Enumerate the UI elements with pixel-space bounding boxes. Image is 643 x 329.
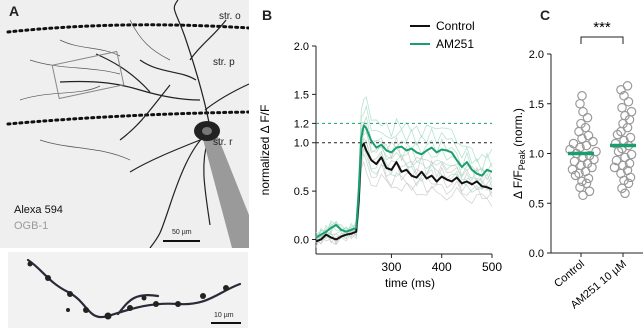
chart-c-points (565, 81, 637, 201)
chart-c-point (617, 102, 627, 113)
panel-letter-b: B (262, 7, 273, 23)
chart-c-point (575, 98, 585, 109)
chart-b-trial-trace (315, 152, 493, 242)
chart-b-transients: 0.0 0.5 1.0 1.2 1.5 2.0 300 400 500 normalized … (258, 19, 502, 290)
chart-c-point (577, 90, 587, 101)
chart-c-point (623, 96, 634, 107)
chart-b-y-ticks: 0.0 0.5 1.0 1.2 1.5 2.0 (294, 41, 316, 246)
chart-c-point (578, 106, 588, 117)
neuron-micrograph: str. o str. p str. r Alexa 594 OGB-1 50 … (0, 0, 249, 248)
chart-c-point (581, 178, 592, 189)
chart-b-x-ticks: 300 400 500 (381, 254, 502, 274)
chart-c-point (620, 188, 630, 199)
layer-label-oriens: str. o (219, 11, 241, 22)
scale-bar-label-main: 50 µm (172, 229, 192, 236)
chart-c-x-tick-label: Control (552, 258, 587, 290)
chart-b-y-axis-label: normalized Δ F/F (258, 105, 272, 196)
scale-bar-label-inset: 10 µm (214, 312, 234, 319)
panel-letter-a: A (9, 3, 20, 19)
chart-b-x-axis-label: time (ms) (385, 276, 435, 290)
chart-b-y-tick-label: 1.0 (294, 138, 309, 150)
scale-bar-inset (211, 322, 241, 324)
chart-c-y-tick-label: 2.0 (529, 49, 544, 61)
chart-c-y-axis-label-main: Δ F/F (511, 170, 525, 199)
chart-c-y-axis-label: Δ F/FPeak (norm.) (511, 108, 527, 199)
chart-c-point (583, 130, 594, 141)
chart-b-y-tick-label: 2.0 (294, 41, 309, 53)
chart-c-point (626, 149, 637, 160)
chart-c-y-tick-label: 1.5 (529, 99, 544, 111)
layer-label-pyramidale: str. p (213, 57, 235, 68)
chart-c-point (577, 176, 587, 187)
dendrite-inset-micrograph: 10 µm (8, 252, 248, 328)
chart-c-point (619, 90, 629, 101)
chart-c-point (584, 186, 595, 197)
chart-b-legend-label: Control (436, 19, 475, 33)
chart-c-y-ticks: 0.0 0.5 1.0 1.5 2.0 (529, 49, 551, 260)
chart-b-reference-lines (316, 122, 492, 144)
chart-c-point (588, 136, 598, 147)
dendrite-inset-drawing (8, 252, 248, 328)
chart-c-significance-bracket (580, 36, 624, 44)
chart-b-series (315, 124, 493, 243)
chart-c-point (582, 112, 593, 123)
chart-c-point (626, 106, 637, 117)
layer-label-radiatum: str. r (213, 137, 233, 148)
chart-c-means (568, 143, 636, 156)
chart-c-point (611, 155, 622, 166)
chart-c-significance-stars: *** (593, 19, 611, 36)
chart-b-y-tick-label: 0.5 (294, 186, 309, 198)
chart-c-y-tick-label: 0.5 (529, 198, 544, 210)
neuron-micrograph-drawing (0, 0, 249, 248)
chart-b-series-line (315, 124, 493, 239)
chart-c-point (622, 81, 633, 91)
scale-bar-main (163, 240, 200, 242)
chart-c-point (569, 156, 580, 167)
chart-c-point (610, 138, 621, 149)
chart-c-point (576, 118, 586, 129)
chart-b-series-line (315, 142, 493, 243)
chart-c-y-tick-label: 0.0 (529, 248, 544, 260)
chart-b-trial-trace (315, 160, 493, 246)
chart-c-point (591, 146, 601, 157)
chart-b-y-tick-label: 1.2 (294, 118, 309, 130)
chart-c-y-tick-label: 1.0 (529, 149, 544, 161)
chart-b-x-tick-label: 400 (432, 260, 452, 274)
chart-b-x-tick-label: 500 (482, 260, 502, 274)
chart-b-x-tick-label: 300 (381, 260, 401, 274)
chart-c-y-axis-label-sub: Peak (517, 149, 527, 170)
chart-b-trial-trace (315, 137, 493, 240)
chart-c-point (624, 158, 635, 169)
chart-b-legend-label: AM251 (436, 37, 474, 51)
chart-c-point (620, 152, 630, 163)
chart-c-point (568, 138, 579, 149)
panel-letter-c: C (540, 7, 551, 23)
chart-b-y-tick-label: 0.0 (294, 234, 309, 246)
chart-c-y-axis-label-suffix: (norm.) (511, 108, 525, 147)
chart-b-y-tick-label: 1.5 (294, 89, 309, 101)
chart-b-single-trial-traces (315, 96, 493, 248)
chart-b-legend: Control AM251 (410, 19, 475, 51)
stain-label-ogb: OGB-1 (14, 220, 49, 232)
chart-c-point (625, 132, 636, 143)
chart-b-trial-trace (315, 104, 493, 242)
stain-label-alexa: Alexa 594 (14, 204, 63, 216)
